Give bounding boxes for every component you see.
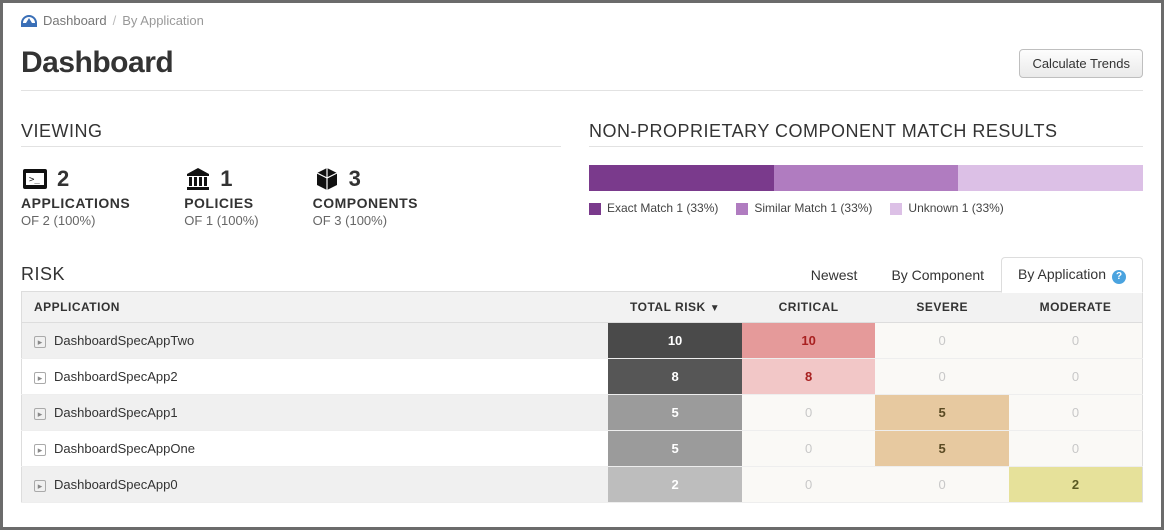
severe-cell: 5 [875,431,1009,467]
severe-cell: 5 [875,395,1009,431]
applications-icon: >_ [21,165,49,193]
breadcrumb-leaf: By Application [122,13,204,28]
app-cell[interactable]: ▸DashboardSpecAppOne [22,431,609,467]
policies-sub: OF 1 (100%) [184,213,258,228]
breadcrumb: Dashboard / By Application [21,11,1143,28]
severe-cell: 0 [875,323,1009,359]
policies-icon [184,165,212,193]
expand-icon[interactable]: ▸ [34,336,46,348]
risk-heading: RISK [21,264,65,285]
viewing-policies: 1 POLICIES OF 1 (100%) [184,165,258,228]
applications-label: APPLICATIONS [21,195,130,211]
app-cell[interactable]: ▸DashboardSpecApp1 [22,395,609,431]
total-cell: 5 [608,431,742,467]
match-legend-1: Similar Match 1 (33%) [736,201,872,215]
match-legend-0: Exact Match 1 (33%) [589,201,718,215]
moderate-cell: 0 [1009,323,1143,359]
total-cell: 10 [608,323,742,359]
severe-cell: 0 [875,359,1009,395]
page-title: Dashboard [21,46,173,80]
total-cell: 5 [608,395,742,431]
app-cell[interactable]: ▸DashboardSpecAppTwo [22,323,609,359]
components-count: 3 [349,166,361,192]
critical-cell: 0 [742,431,876,467]
match-heading: NON-PROPRIETARY COMPONENT MATCH RESULTS [589,121,1143,147]
table-row[interactable]: ▸DashboardSpecAppTwo101000 [22,323,1143,359]
match-segment-2 [958,165,1143,191]
match-segment-0 [589,165,774,191]
viewing-heading: VIEWING [21,121,561,147]
app-cell[interactable]: ▸DashboardSpecApp2 [22,359,609,395]
expand-icon[interactable]: ▸ [34,372,46,384]
severe-cell: 0 [875,467,1009,503]
tab-by-component[interactable]: By Component [874,258,1001,292]
critical-cell: 10 [742,323,876,359]
moderate-cell: 0 [1009,395,1143,431]
tab-newest[interactable]: Newest [794,258,875,292]
help-icon[interactable]: ? [1112,270,1126,284]
critical-cell: 0 [742,395,876,431]
breadcrumb-root[interactable]: Dashboard [43,13,107,28]
applications-count: 2 [57,166,69,192]
dashboard-icon [21,15,37,27]
tab-by-application[interactable]: By Application? [1001,257,1143,293]
col-moderate[interactable]: MODERATE [1009,292,1143,323]
calculate-trends-button[interactable]: Calculate Trends [1019,49,1143,78]
table-row[interactable]: ▸DashboardSpecApp15050 [22,395,1143,431]
components-sub: OF 3 (100%) [313,213,418,228]
col-critical[interactable]: CRITICAL [742,292,876,323]
components-label: COMPONENTS [313,195,418,211]
viewing-components: 3 COMPONENTS OF 3 (100%) [313,165,418,228]
table-row[interactable]: ▸DashboardSpecApp28800 [22,359,1143,395]
critical-cell: 8 [742,359,876,395]
total-cell: 2 [608,467,742,503]
expand-icon[interactable]: ▸ [34,444,46,456]
match-bar [589,165,1143,191]
breadcrumb-sep: / [113,13,117,28]
svg-text:>_: >_ [29,175,40,185]
match-legend-2: Unknown 1 (33%) [890,201,1003,215]
viewing-applications: >_ 2 APPLICATIONS OF 2 (100%) [21,165,130,228]
match-legend: Exact Match 1 (33%) Similar Match 1 (33%)… [589,201,1143,215]
table-row[interactable]: ▸DashboardSpecApp02002 [22,467,1143,503]
expand-icon[interactable]: ▸ [34,408,46,420]
risk-table: APPLICATION TOTAL RISK▼ CRITICAL SEVERE … [21,291,1143,503]
moderate-cell: 2 [1009,467,1143,503]
critical-cell: 0 [742,467,876,503]
total-cell: 8 [608,359,742,395]
moderate-cell: 0 [1009,431,1143,467]
components-icon [313,165,341,193]
col-severe[interactable]: SEVERE [875,292,1009,323]
expand-icon[interactable]: ▸ [34,480,46,492]
policies-label: POLICIES [184,195,258,211]
applications-sub: OF 2 (100%) [21,213,130,228]
col-total-risk[interactable]: TOTAL RISK▼ [608,292,742,323]
col-application[interactable]: APPLICATION [22,292,609,323]
moderate-cell: 0 [1009,359,1143,395]
table-row[interactable]: ▸DashboardSpecAppOne5050 [22,431,1143,467]
sort-desc-icon: ▼ [710,303,720,314]
match-segment-1 [774,165,959,191]
app-cell[interactable]: ▸DashboardSpecApp0 [22,467,609,503]
policies-count: 1 [220,166,232,192]
